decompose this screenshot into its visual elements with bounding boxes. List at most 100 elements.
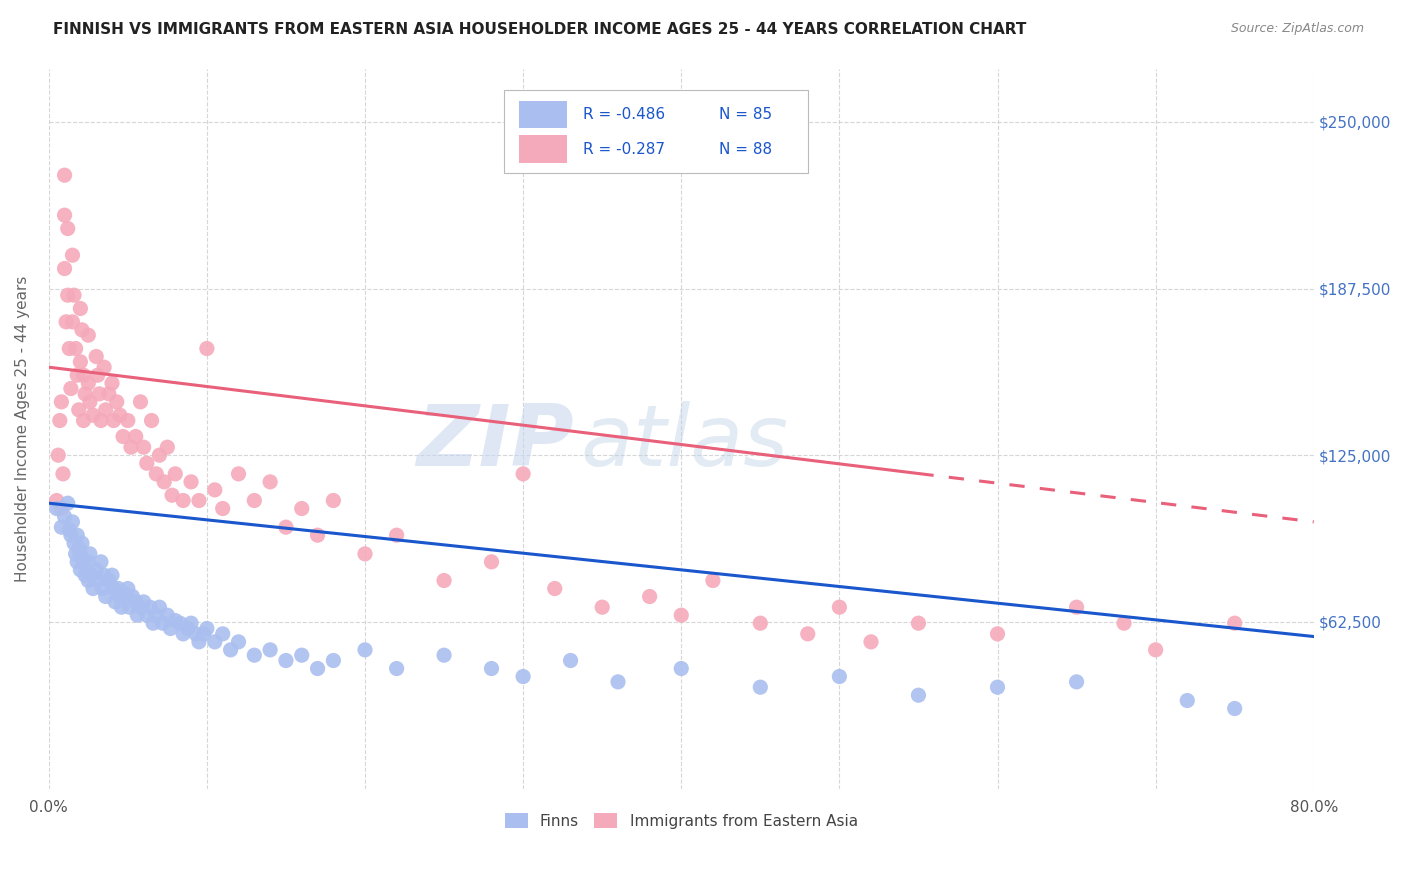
Text: Source: ZipAtlas.com: Source: ZipAtlas.com [1230,22,1364,36]
Point [55,315,77,329]
Point [828,669,851,683]
Point [53,261,76,276]
Point [90,413,112,427]
Point [72,413,94,427]
Point [62,315,84,329]
FancyBboxPatch shape [505,90,808,173]
Point [110,600,132,615]
Point [101,568,124,582]
Point [58,523,80,537]
Point [66,528,89,542]
Point [103,582,125,596]
Point [797,627,820,641]
Point [91,582,114,596]
Point [195,342,218,356]
Point [228,467,250,481]
Point [66,368,89,383]
Point [82,408,104,422]
Point [117,413,139,427]
Point [93,360,115,375]
Point [385,661,408,675]
Text: R = -0.486: R = -0.486 [582,107,665,122]
Point [433,648,456,663]
Point [94,590,117,604]
Point [243,648,266,663]
Point [65,342,87,356]
Point [512,467,534,481]
Point [169,616,191,631]
Point [93,568,115,582]
Point [90,555,112,569]
Point [79,547,101,561]
Point [84,350,107,364]
Point [1066,674,1088,689]
Point [195,622,218,636]
Point [103,413,125,427]
Point [75,387,97,401]
Point [94,402,117,417]
Text: R = -0.287: R = -0.287 [582,142,665,157]
Point [259,643,281,657]
Point [56,288,79,302]
Point [56,221,79,235]
Point [52,467,75,481]
Point [63,536,86,550]
Point [145,467,167,481]
Point [59,382,82,396]
Point [385,528,408,542]
Point [139,600,162,615]
Point [82,582,104,596]
Point [135,456,157,470]
Point [291,648,314,663]
Point [69,301,91,316]
Point [211,627,233,641]
Point [108,590,131,604]
Point [53,509,76,524]
Point [84,563,107,577]
Point [153,475,176,489]
Point [1112,616,1135,631]
Point [80,568,103,582]
Point [135,608,157,623]
Point [62,248,84,262]
Point [53,168,76,182]
Point [87,368,110,383]
Point [354,547,377,561]
Point [51,501,73,516]
Point [67,541,90,556]
Point [63,288,86,302]
Text: ZIP: ZIP [416,401,574,484]
Point [354,643,377,657]
Point [544,582,567,596]
Point [105,395,128,409]
Text: FINNISH VS IMMIGRANTS FROM EASTERN ASIA HOUSEHOLDER INCOME AGES 25 - 44 YEARS CO: FINNISH VS IMMIGRANTS FROM EASTERN ASIA … [53,22,1026,37]
Point [172,627,194,641]
Bar [519,136,568,163]
Point [114,587,136,601]
Point [77,328,100,343]
Point [702,574,724,588]
Point [828,600,851,615]
Point [66,555,89,569]
Point [859,635,882,649]
Point [125,595,148,609]
Point [45,501,67,516]
Point [45,493,67,508]
Y-axis label: Householder Income Ages 25 - 44 years: Householder Income Ages 25 - 44 years [15,276,30,582]
Point [97,387,120,401]
Legend: Finns, Immigrants from Eastern Asia: Finns, Immigrants from Eastern Asia [499,806,863,835]
Point [165,614,187,628]
Point [58,342,80,356]
Point [204,483,226,497]
Point [142,616,165,631]
Point [69,547,91,561]
Point [607,674,630,689]
Point [560,653,582,667]
Point [165,467,187,481]
Point [145,608,167,623]
Point [121,590,143,604]
Point [591,600,613,615]
Point [160,488,183,502]
Point [148,600,170,615]
Point [56,496,79,510]
